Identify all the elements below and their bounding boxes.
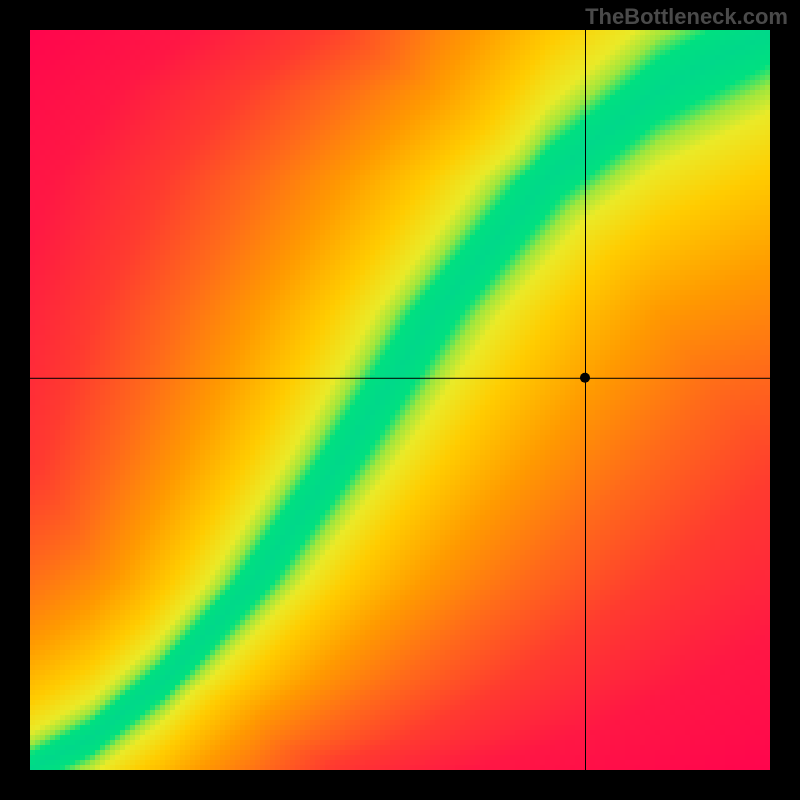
chart-container: TheBottleneck.com (0, 0, 800, 800)
watermark-text: TheBottleneck.com (585, 4, 788, 30)
crosshair-overlay (0, 0, 800, 800)
